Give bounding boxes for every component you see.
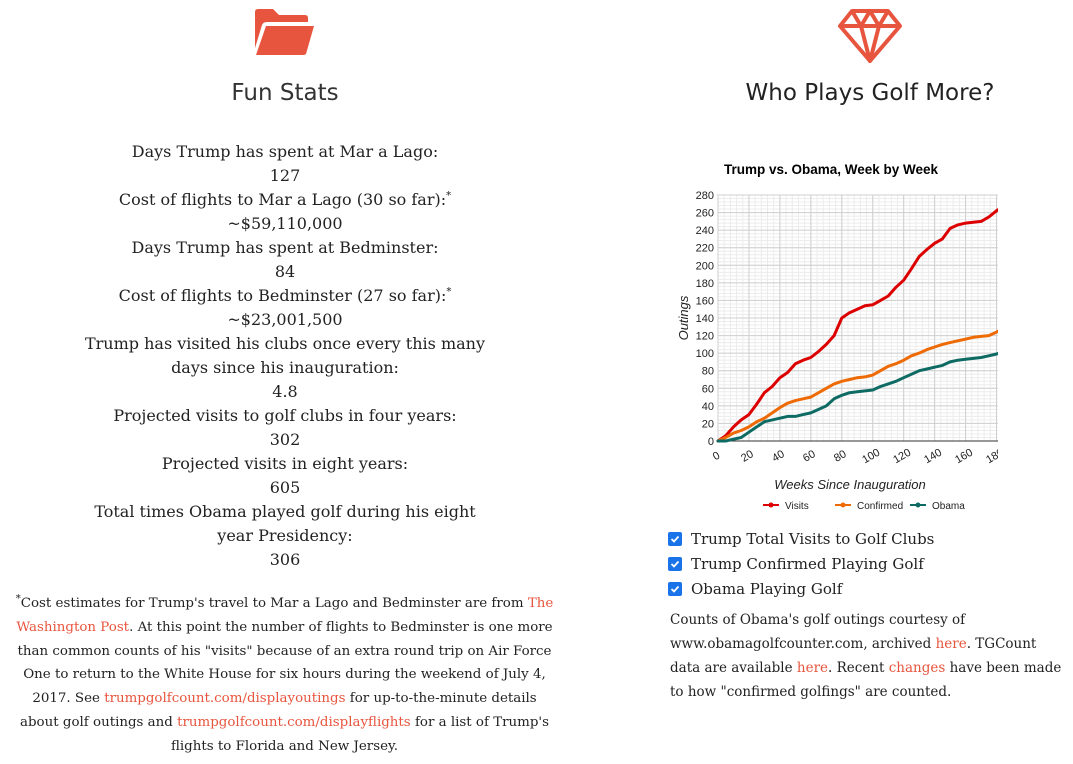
y-tick-label: 140	[696, 313, 714, 325]
y-tick-label: 0	[708, 436, 714, 448]
y-tick-label: 80	[702, 366, 714, 378]
y-tick-label: 200	[696, 260, 714, 272]
legend-label: Obama	[932, 501, 965, 512]
data-sources-note: Counts of Obama's golf outings courtesy …	[670, 612, 1062, 700]
toggle-label: Trump Total Visits to Golf Clubs	[691, 529, 935, 548]
stat-label: Days Trump has spent at Mar a Lago:	[131, 142, 439, 161]
stat-label: Cost of flights to Mar a Lago (30 so far…	[118, 190, 452, 209]
chart-legend: Visits Confirmed Obama	[763, 501, 965, 512]
y-tick-label: 120	[696, 331, 714, 343]
y-tick-label: 280	[696, 190, 714, 202]
x-tick-label: 100	[860, 447, 882, 467]
chart-grid	[717, 194, 998, 442]
stat-value: ~$59,110,000	[227, 214, 343, 233]
diamond-icon	[838, 9, 902, 63]
checkbox-checked-icon[interactable]	[668, 531, 682, 546]
stat-value: 4.8	[272, 382, 298, 401]
toggle-confirmed[interactable]: Trump Confirmed Playing Golf	[668, 551, 934, 576]
stat-label: Projected visits in eight years:	[161, 454, 409, 473]
x-tick-label: 160	[953, 447, 975, 467]
legend-marker	[915, 502, 921, 508]
toggle-label: Obama Playing Golf	[691, 579, 843, 598]
fun-stats-heading: Fun Stats	[231, 80, 339, 106]
y-tick-label: 20	[702, 418, 714, 430]
changes-link[interactable]: changes	[888, 660, 946, 676]
y-tick-label: 100	[696, 348, 714, 360]
toggle-obama[interactable]: Obama Playing Golf	[668, 576, 934, 601]
stat-label: Trump has visited his clubs once every t…	[84, 334, 486, 377]
series-line-visits	[716, 207, 998, 443]
display-flights-link[interactable]: trumpgolfcount.com/displayflights	[177, 714, 411, 730]
x-tick-label: 40	[770, 448, 787, 465]
x-tick-label: 80	[832, 448, 849, 465]
y-tick-label: 260	[696, 208, 714, 220]
stat-label: Total times Obama played golf during his…	[94, 502, 476, 545]
stat-value: 605	[269, 478, 301, 497]
washington-post-link[interactable]: The Washington Post	[16, 596, 554, 635]
y-tick-label: 240	[696, 225, 714, 237]
y-tick-label: 160	[696, 295, 714, 307]
checkbox-checked-icon[interactable]	[668, 581, 682, 596]
legend-marker	[768, 502, 774, 508]
y-axis-label: Outings	[676, 295, 691, 340]
folder-icon	[255, 9, 314, 55]
cost-footnote: *Cost estimates for Trump's travel to Ma…	[15, 593, 554, 754]
x-tick-label: 0	[711, 450, 722, 463]
stat-value: 84	[274, 262, 296, 281]
footnote-marker: *	[446, 190, 452, 202]
stat-label: Projected visits to golf clubs in four y…	[113, 406, 457, 425]
x-tick-label: 120	[891, 447, 913, 467]
series-toggles: Trump Total Visits to Golf Clubs Trump C…	[668, 526, 934, 601]
chart-series	[716, 207, 998, 443]
who-plays-golf-heading: Who Plays Golf More?	[745, 80, 995, 106]
toggle-label: Trump Confirmed Playing Golf	[691, 554, 924, 573]
stat-value: 306	[269, 550, 301, 569]
stat-value: 302	[269, 430, 301, 449]
fun-stats-list: Days Trump has spent at Mar a Lago: 127 …	[80, 140, 490, 572]
x-tick-label: 140	[922, 447, 944, 467]
tgcount-data-link[interactable]: here	[796, 660, 829, 676]
x-axis-ticks: 0 20 40 60 80 100 120 140 160 180	[711, 447, 998, 467]
y-tick-label: 40	[702, 401, 714, 413]
y-tick-label: 220	[696, 243, 714, 255]
stat-label: Cost of flights to Bedminster (27 so far…	[118, 286, 452, 305]
y-tick-label: 180	[696, 278, 714, 290]
chart-title: Trump vs. Obama, Week by Week	[724, 162, 939, 177]
x-tick-label: 20	[739, 448, 756, 465]
legend-label: Confirmed	[857, 501, 903, 512]
x-tick-label: 180	[984, 447, 998, 467]
footnote-marker: *	[446, 286, 452, 298]
obama-archive-link[interactable]: here	[935, 636, 967, 652]
y-axis-ticks: 0 20 40 60 80 100 120 140 160 180 200 220 240 260 280	[696, 190, 714, 448]
legend-marker	[840, 502, 846, 508]
legend-label: Visits	[785, 501, 809, 512]
series-line-obama	[716, 351, 998, 443]
x-axis-label: Weeks Since Inauguration	[774, 477, 926, 492]
golf-comparison-chart: Trump vs. Obama, Week by Week 0 20 40 60 80 1…	[676, 162, 998, 512]
stat-label: Days Trump has spent at Bedminster:	[131, 238, 439, 257]
y-tick-label: 60	[702, 383, 714, 395]
stat-value: 127	[269, 166, 301, 185]
stat-value: ~$23,001,500	[227, 310, 343, 329]
toggle-visits[interactable]: Trump Total Visits to Golf Clubs	[668, 526, 934, 551]
x-tick-label: 60	[801, 448, 818, 465]
display-outings-link[interactable]: trumpgolfcount.com/displayoutings	[104, 691, 346, 707]
series-line-confirmed	[716, 329, 998, 443]
checkbox-checked-icon[interactable]	[668, 556, 682, 571]
